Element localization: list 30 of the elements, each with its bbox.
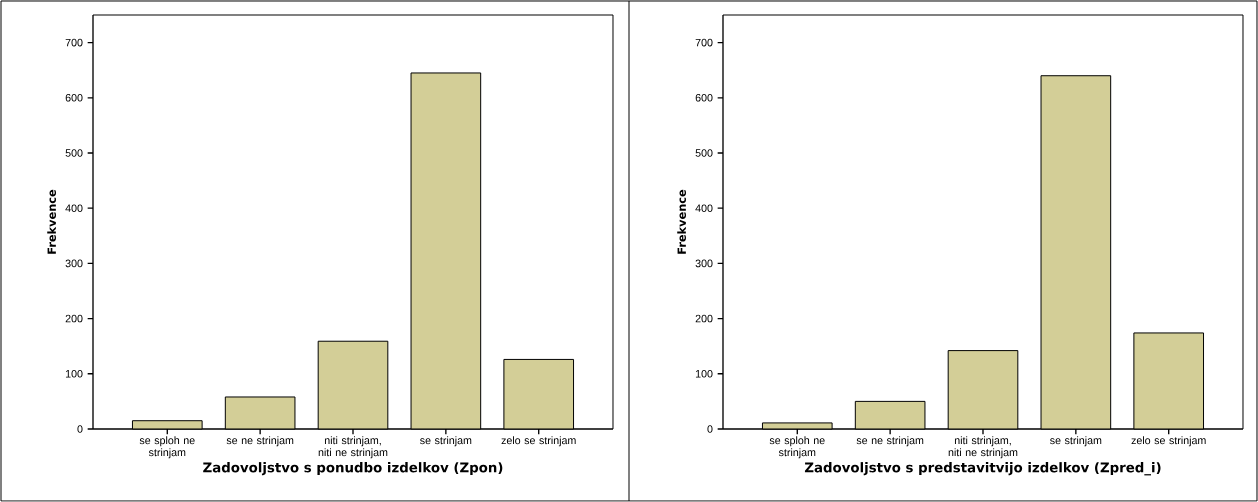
- x-tick-label: se ne strinjam: [856, 436, 924, 447]
- y-tick-label: 100: [695, 370, 713, 378]
- y-tick-label: 600: [695, 94, 713, 102]
- x-tick-label: zelo se strinjam: [1131, 436, 1206, 447]
- y-tick-label: 400: [695, 204, 713, 212]
- y-tick-label: 700: [695, 38, 713, 47]
- x-tick-label: zelo se strinjam: [501, 436, 576, 447]
- y-tick-label: 200: [65, 314, 83, 323]
- y-tick-label: 200: [695, 314, 713, 323]
- x-axis-title: Zadovoljstvo s ponudbo izdelkov (Zpon): [203, 462, 503, 476]
- y-tick-label: 500: [65, 149, 83, 157]
- x-tick-label: se sploh ne strinjam: [139, 436, 195, 459]
- x-tick-label: se sploh ne strinjam: [769, 436, 825, 459]
- x-tick-label: se strinjam: [420, 436, 472, 447]
- x-tick-label: se strinjam: [1050, 436, 1102, 447]
- y-tick-label: 300: [65, 259, 83, 268]
- y-tick-label: 0: [707, 425, 713, 433]
- y-axis-title: Frekvence: [677, 189, 687, 254]
- y-tick-label: 300: [695, 259, 713, 268]
- y-tick-label: 500: [695, 149, 713, 157]
- x-axis-title: Zadovoljstvo s predstavitvijo izdelkov (Zpred_i): [804, 462, 1161, 476]
- x-tick-label: se ne strinjam: [226, 436, 294, 447]
- y-tick-label: 100: [65, 370, 83, 378]
- y-tick-label: 400: [65, 204, 83, 212]
- y-tick-label: 700: [65, 38, 83, 47]
- y-tick-label: 0: [77, 425, 83, 433]
- x-tick-label: niti strinjam, niti ne strinjam: [318, 436, 388, 459]
- y-tick-label: 600: [65, 94, 83, 102]
- y-axis-title: Frekvence: [47, 189, 57, 254]
- x-tick-label: niti strinjam, niti ne strinjam: [948, 436, 1018, 459]
